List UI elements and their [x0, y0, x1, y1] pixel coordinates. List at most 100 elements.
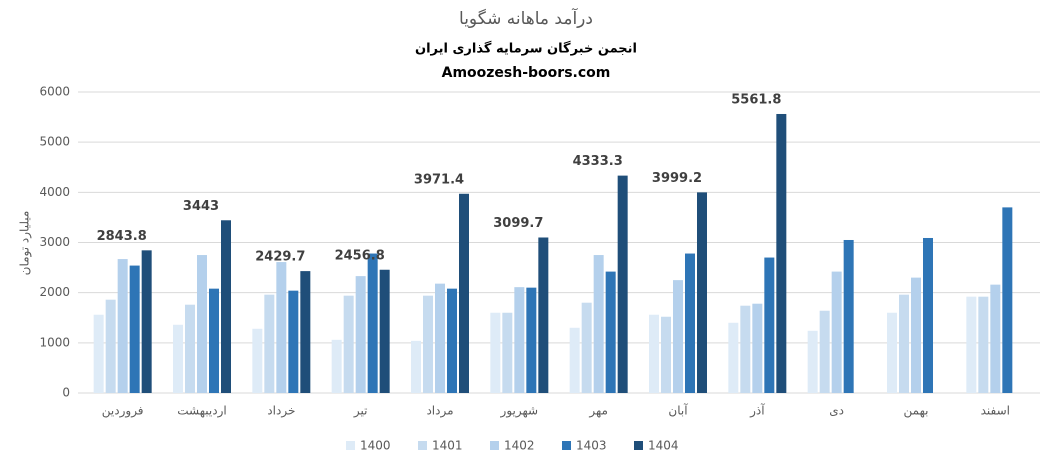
bar — [331, 339, 342, 393]
bar — [752, 303, 763, 393]
legend-label: 1401 — [432, 439, 463, 453]
bar — [569, 327, 580, 393]
bar — [300, 271, 311, 393]
x-tick-label: اسفند — [981, 404, 1010, 418]
legend-swatch — [490, 441, 499, 450]
bar — [776, 113, 787, 393]
y-tick-label: 3000 — [39, 235, 70, 249]
bar — [288, 290, 299, 393]
bar — [514, 287, 525, 393]
bar — [990, 284, 1001, 393]
x-tick-label: بهمن — [904, 404, 929, 419]
data-label: 4333.3 — [573, 154, 623, 169]
bar — [93, 314, 104, 393]
bar — [764, 257, 775, 393]
bar — [843, 239, 854, 393]
x-tick-label: آذر — [749, 403, 765, 419]
bar — [502, 312, 513, 393]
bar — [661, 316, 671, 393]
bar — [740, 305, 751, 393]
data-label: 2456.8 — [335, 248, 385, 263]
x-tick-label: آبان — [668, 403, 688, 418]
legend-swatch — [634, 441, 643, 450]
bar — [129, 265, 140, 393]
bar — [197, 255, 207, 393]
bar — [379, 269, 390, 393]
bar — [435, 283, 445, 393]
bar — [673, 280, 683, 393]
x-tick-label: تیر — [353, 404, 368, 419]
bar — [819, 310, 830, 393]
chart-subtitle: انجمن خبرگان سرمایه گذاری ایران — [415, 41, 637, 57]
x-tick-label: شهریور — [500, 404, 539, 419]
data-label: 3099.7 — [493, 216, 543, 231]
chart-title: درآمد ماهانه شگویا — [459, 7, 593, 29]
bar — [685, 253, 695, 393]
bar — [264, 294, 275, 393]
bar — [209, 288, 219, 393]
y-tick-label: 2000 — [39, 285, 70, 299]
legend-swatch — [562, 441, 571, 450]
legend-swatch — [346, 441, 355, 450]
x-tick-label: خرداد — [267, 404, 295, 419]
x-tick-label: فروردین — [102, 404, 144, 419]
bar — [490, 312, 501, 393]
bar — [276, 262, 287, 393]
bar — [117, 259, 128, 393]
bar — [899, 294, 909, 393]
bar — [605, 271, 616, 393]
x-tick-label: مهر — [588, 404, 608, 419]
x-tick-label: دی — [829, 404, 844, 418]
bar — [141, 250, 152, 393]
x-tick-label: اردیبهشت — [177, 404, 226, 419]
bar — [173, 324, 183, 393]
bar — [887, 312, 897, 393]
bar — [411, 340, 421, 393]
bar — [367, 253, 378, 393]
chart-subtitle: Amoozesh-boors.com — [442, 65, 611, 81]
data-label: 3971.4 — [414, 172, 464, 187]
bar — [649, 314, 659, 393]
bar — [581, 302, 592, 393]
y-axis-label: میلیارد تومان — [18, 211, 33, 276]
data-label: 3443 — [183, 199, 219, 214]
y-tick-label: 6000 — [39, 85, 70, 99]
bar — [966, 296, 977, 393]
y-tick-label: 1000 — [39, 335, 70, 349]
bar — [185, 304, 195, 393]
legend-swatch — [418, 441, 427, 450]
bar — [526, 287, 537, 393]
bar — [355, 276, 366, 393]
bar — [831, 271, 842, 393]
bar — [1002, 207, 1013, 393]
data-label: 5561.8 — [731, 92, 781, 107]
data-label: 2843.8 — [97, 229, 147, 244]
y-tick-label: 4000 — [39, 185, 70, 199]
bar — [911, 277, 921, 393]
bar — [728, 322, 739, 393]
x-tick-label: مرداد — [426, 404, 453, 419]
bar — [923, 237, 933, 393]
legend-label: 1400 — [360, 439, 391, 453]
legend-label: 1403 — [576, 439, 607, 453]
bar — [459, 193, 469, 393]
bar — [617, 175, 628, 393]
legend-label: 1404 — [648, 439, 679, 453]
bar — [697, 192, 707, 393]
bar — [105, 299, 116, 393]
data-label: 2429.7 — [255, 250, 305, 265]
bar — [447, 288, 457, 393]
bar — [423, 295, 433, 393]
y-tick-label: 0 — [62, 386, 70, 400]
y-tick-label: 5000 — [39, 135, 70, 149]
bar — [538, 237, 549, 393]
bar — [593, 255, 604, 393]
data-label: 3999.2 — [652, 171, 702, 186]
bar — [252, 328, 263, 393]
legend-label: 1402 — [504, 439, 535, 453]
bar — [978, 296, 989, 393]
bar — [343, 295, 354, 393]
bar — [807, 330, 818, 393]
bar — [221, 220, 231, 393]
